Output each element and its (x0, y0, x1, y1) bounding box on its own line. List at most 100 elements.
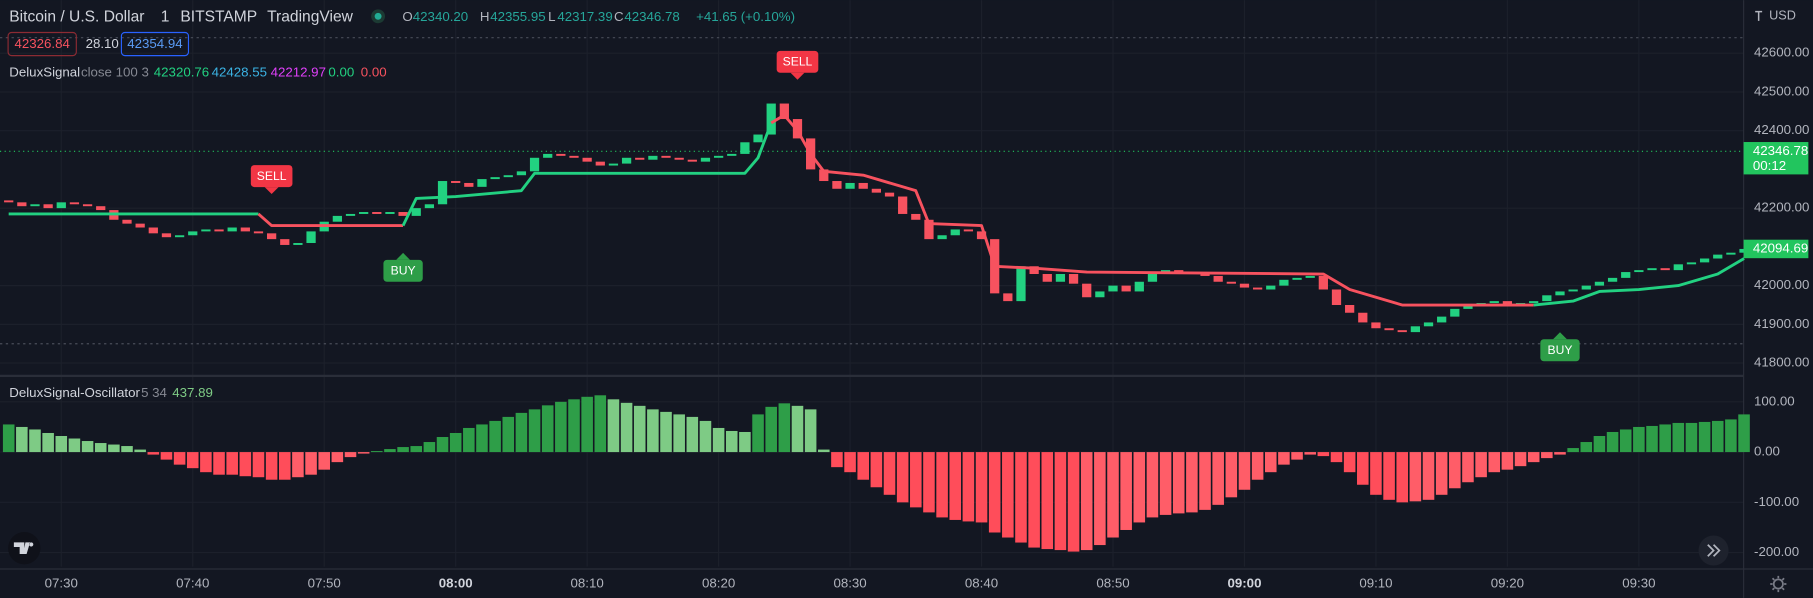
candle-body (503, 175, 513, 178)
oscillator-bar (331, 452, 344, 463)
settings-icon (1770, 575, 1787, 593)
oscillator-bar (739, 431, 751, 453)
candle-body (740, 142, 750, 154)
oscillator-bar (923, 452, 935, 513)
oscillator-bar (186, 452, 199, 469)
candle-body (372, 212, 382, 214)
oscillator-bar (1619, 429, 1632, 453)
oscillator-bar (1067, 452, 1080, 552)
candle-body (1082, 283, 1092, 298)
oscillator-bar (121, 446, 133, 453)
oscillator-bar (765, 406, 777, 453)
candle-body (661, 155, 671, 158)
candle-body (700, 157, 711, 162)
x-tick-label: 09:30 (1622, 576, 1655, 591)
x-tick-label: 07:40 (176, 576, 209, 591)
oscillator-bar (594, 395, 607, 453)
oscillator-bar (1199, 452, 1211, 510)
oscillator-bar (1159, 452, 1172, 515)
spread: 28.10 (86, 36, 119, 51)
oscillator-bar (633, 405, 646, 453)
oscillator-bar (1685, 422, 1698, 453)
candle-body (779, 103, 789, 120)
oscillator-bar (436, 437, 449, 453)
candle-body (1358, 312, 1368, 323)
candle-body (898, 196, 908, 214)
candle-body (1634, 270, 1644, 273)
oscillator-bar (528, 409, 541, 453)
oscillator-bar (1554, 452, 1566, 455)
oscillator-bar (226, 452, 238, 475)
indicator-params: close 100 3 (81, 64, 149, 79)
exchange: BITSTAMP (180, 9, 257, 26)
candle-body (253, 231, 264, 234)
y-tick-label: 42500.00 (1754, 83, 1809, 98)
candle-body (635, 157, 645, 160)
oscillator-bar (1567, 448, 1579, 453)
interval[interactable]: 1 (161, 9, 170, 26)
signal-marker: SELL (250, 165, 293, 195)
countdown-label: 00:12 (1753, 158, 1786, 173)
oscillator-bar (134, 449, 146, 453)
oscillator-bar (962, 452, 975, 522)
candle-body (516, 171, 527, 176)
oscillator-bar (1422, 452, 1435, 500)
oscillator-name[interactable]: DeluxSignal-Oscillator (9, 385, 140, 400)
symbol[interactable]: Bitcoin / U.S. Dollar (9, 9, 144, 26)
oscillator-bar (949, 452, 962, 520)
candle-body (1121, 285, 1131, 292)
candle-body (451, 181, 461, 183)
oscillator-bar (278, 452, 291, 480)
signal-label: BUY (391, 264, 416, 278)
oscillator-bar (160, 452, 173, 460)
bid: 42326.84 (15, 36, 70, 51)
oscillator-bar (81, 441, 94, 453)
oscillator-bar (1094, 452, 1106, 546)
oscillator-bar (1514, 452, 1527, 467)
oscillator-bar (1462, 452, 1474, 483)
candle-body (1371, 322, 1381, 329)
oscillator-bar (1291, 452, 1303, 460)
indicator-value: 0.00 (328, 64, 354, 79)
oscillator-bar (752, 414, 764, 453)
oscillator-bar (1527, 452, 1540, 463)
settings-button[interactable] (1772, 578, 1784, 590)
candle-body (1068, 274, 1079, 284)
candle-body (1292, 277, 1302, 280)
oscillator-bar (68, 438, 81, 453)
oscillator-bar (896, 452, 909, 503)
x-tick-label: 07:30 (45, 576, 78, 591)
currency[interactable]: USD (1769, 8, 1796, 23)
oscillator-bar (555, 401, 567, 453)
oscillator-bar (1304, 452, 1316, 455)
candle-body (858, 182, 868, 189)
y-tick-label: 42000.00 (1754, 277, 1809, 292)
candle-body (1345, 304, 1355, 313)
candle-body (267, 233, 277, 240)
oscillator-bar (1002, 452, 1014, 538)
oscillator-bar (1172, 452, 1185, 514)
oscillator-bar (449, 432, 462, 453)
oscillator-bar (725, 430, 738, 453)
candle-body (1174, 270, 1184, 273)
bid-box[interactable] (7, 31, 77, 57)
signal-box (1540, 339, 1580, 362)
oscillator-bar (357, 452, 370, 454)
ask-box[interactable] (120, 31, 190, 57)
oscillator-bar (1133, 452, 1146, 523)
candle-body (227, 227, 237, 232)
candle-body (832, 181, 842, 189)
candle-body (280, 239, 290, 245)
candle-body (293, 243, 303, 245)
candle-body (306, 231, 316, 244)
x-tick-label: 08:40 (965, 576, 998, 591)
oscillator-bar (108, 444, 120, 453)
candle-body (713, 155, 724, 158)
indicator-name[interactable]: DeluxSignal (9, 64, 80, 79)
signal-marker: BUY (1540, 332, 1580, 362)
price-tag-label: 42094.69 (1753, 240, 1808, 255)
candle-body (82, 204, 93, 207)
oscillator-bar (818, 449, 830, 453)
y-tick-label: -100.00 (1754, 494, 1799, 509)
